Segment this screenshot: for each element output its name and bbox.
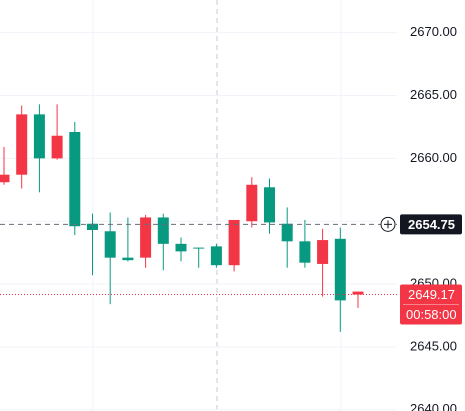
candle-body [16,114,28,175]
candle-body [0,174,10,183]
candle-body [228,219,240,266]
candle-body [175,243,187,252]
candle-body [140,217,152,258]
y-tick-label: 2670.00 [410,24,457,39]
candle-body [87,223,98,231]
candle-body [210,246,222,266]
candle-body [352,291,364,295]
candle-body [317,240,329,264]
candle-body [122,257,134,261]
candle-body [264,187,275,223]
candle-body [69,131,81,227]
crosshair-label: 2654.75 [408,217,455,232]
candle-body [334,238,346,301]
candle-body [104,231,116,258]
y-tick-label: 2660.00 [410,150,457,165]
candle-body [246,184,258,222]
crosshair-label-box [400,214,462,235]
y-tick-label: 2665.00 [410,87,457,102]
last-price-label: 2649.17 [408,287,455,302]
candle-body [157,217,169,244]
countdown-label: 00:58:00 [406,307,457,322]
y-tick-label: 2640.00 [410,401,457,411]
candle-body [299,241,311,263]
y-tick-label: 2645.00 [410,338,457,353]
candle-body [193,247,205,249]
candle-body [51,135,63,159]
candle-body [281,223,293,242]
candle-body [33,114,45,159]
